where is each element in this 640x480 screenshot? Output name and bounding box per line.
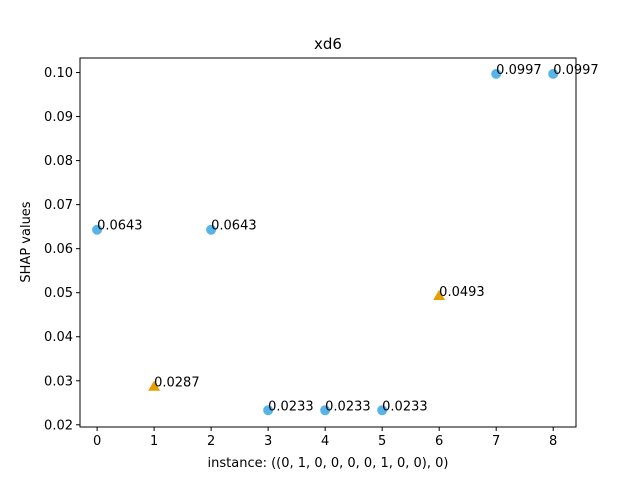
x-tick-label: 3 xyxy=(264,434,272,449)
data-point-circle xyxy=(377,405,388,416)
data-point-triangle xyxy=(433,289,446,300)
y-tick-label: 0.09 xyxy=(44,110,73,125)
data-point-circle xyxy=(548,68,559,79)
x-tick-label: 7 xyxy=(492,434,500,449)
data-point-circle xyxy=(320,405,331,416)
y-tick-label: 0.08 xyxy=(44,154,73,169)
data-label: 0.0997 xyxy=(496,63,542,78)
y-tick-label: 0.04 xyxy=(44,330,73,345)
y-tick-label: 0.02 xyxy=(44,418,73,433)
y-tick-label: 0.03 xyxy=(44,374,73,389)
x-tick-label: 1 xyxy=(150,434,158,449)
chart-title: xd6 xyxy=(314,35,342,53)
data-label: 0.0233 xyxy=(268,399,314,414)
ticks-layer: 0 1 2 3 4 5 6 7 8 0.02 0.03 0.04 0.05 0.06 0.07 0.08 0.0… xyxy=(44,66,557,449)
labels-layer: 0.0643 0.0287 0.0643 0.0233 0.0233 0.0233 0.04… xyxy=(97,63,599,414)
data-point-circle xyxy=(263,405,274,416)
data-label: 0.0493 xyxy=(439,285,485,300)
data-point-circle xyxy=(92,224,103,235)
y-axis-label: SHAP values xyxy=(19,201,34,282)
data-label: 0.0643 xyxy=(211,219,257,234)
y-tick-label: 0.10 xyxy=(44,66,73,81)
data-point-circle xyxy=(206,224,217,235)
x-axis-label: instance: ((0, 1, 0, 0, 0, 0, 1, 0, 0), … xyxy=(208,456,449,471)
x-tick-label: 5 xyxy=(378,434,386,449)
data-label: 0.0233 xyxy=(382,399,428,414)
plot-frame xyxy=(79,57,577,428)
x-tick-label: 6 xyxy=(435,434,443,449)
data-point-triangle xyxy=(148,380,161,391)
data-label: 0.0643 xyxy=(97,219,143,234)
y-tick-label: 0.05 xyxy=(44,286,73,301)
x-tick-label: 0 xyxy=(93,434,101,449)
x-tick-label: 2 xyxy=(207,434,215,449)
x-tick-label: 4 xyxy=(321,434,329,449)
points-layer xyxy=(92,68,559,416)
data-label: 0.0287 xyxy=(154,375,200,390)
y-tick-label: 0.07 xyxy=(44,198,73,213)
data-label: 0.0233 xyxy=(325,399,371,414)
y-tick-label: 0.06 xyxy=(44,242,73,257)
data-point-circle xyxy=(491,68,502,79)
x-tick-label: 8 xyxy=(549,434,557,449)
